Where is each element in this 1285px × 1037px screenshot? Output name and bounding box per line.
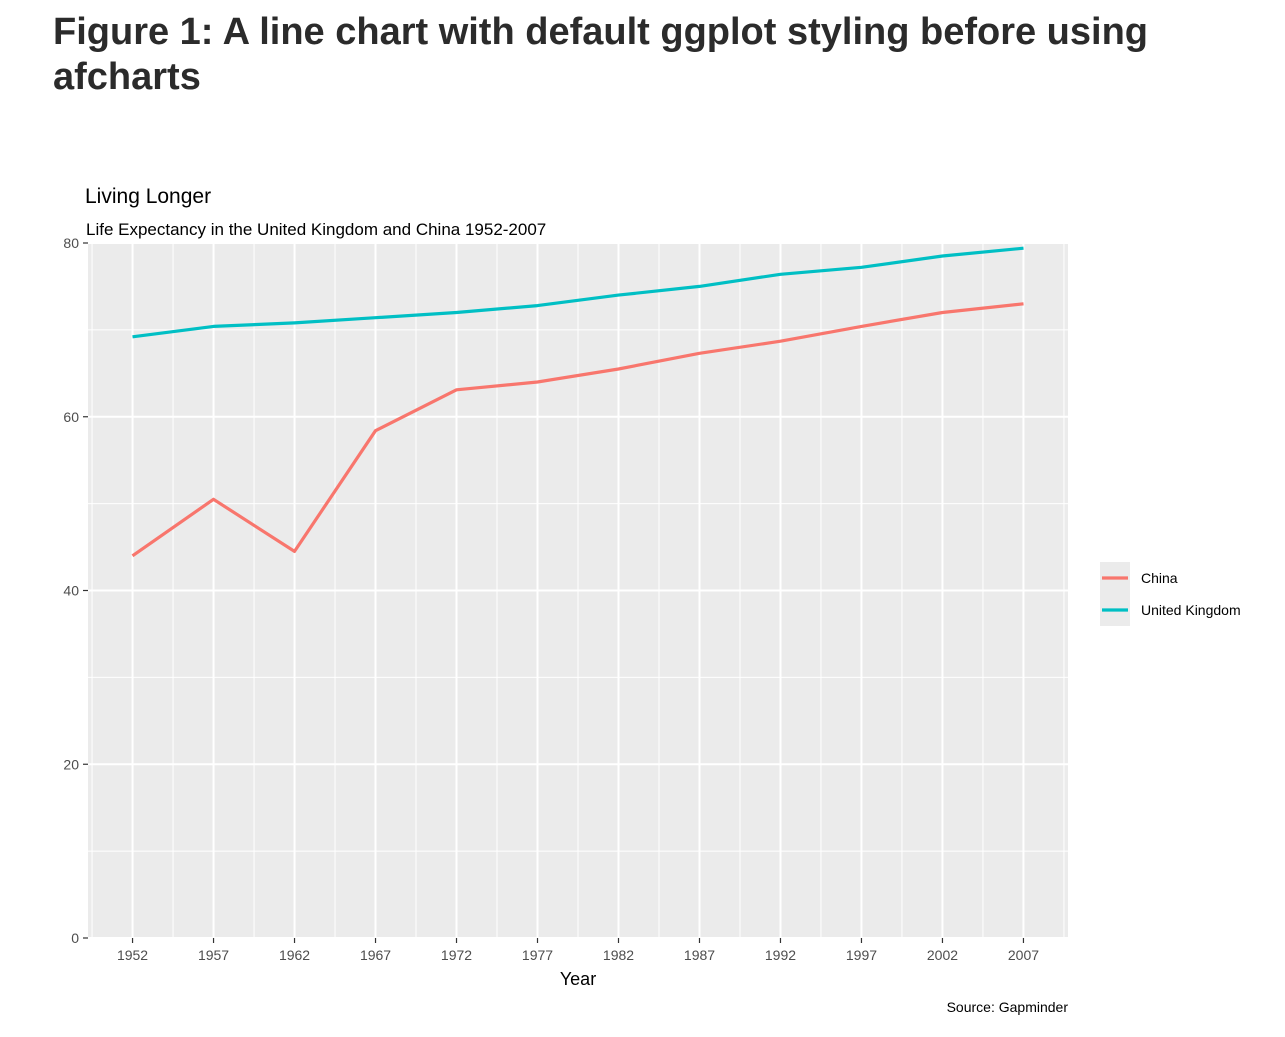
figure-caption: Figure 1: A line chart with default ggpl…: [53, 11, 1149, 98]
y-tick-label: 80: [63, 235, 79, 251]
y-tick-label: 60: [63, 409, 79, 425]
series-lines: [131, 246, 1024, 558]
y-tick-label: 20: [63, 756, 79, 772]
chart-title: Living Longer: [85, 185, 211, 208]
legend: China United Kingdom: [1100, 562, 1241, 626]
y-tick-label: 40: [63, 583, 79, 599]
chart-source-caption: Source: Gapminder: [947, 999, 1069, 1015]
x-axis: 1952 1957 1962 1967 1972 1977 1982 1987 1992 1997…: [117, 938, 1039, 963]
x-tick-label: 1967: [360, 947, 391, 963]
x-tick-label: 1987: [684, 947, 715, 963]
major-gridlines: [88, 242, 1068, 939]
x-tick-label: 1952: [117, 947, 148, 963]
x-tick-label: 1997: [846, 947, 877, 963]
x-tick-label: 2007: [1008, 947, 1039, 963]
x-tick-label: 1992: [765, 947, 796, 963]
series-line-united-kingdom: [132, 246, 1024, 339]
x-tick-label: 1972: [441, 947, 472, 963]
x-tick-label: 1962: [279, 947, 310, 963]
y-axis: 0 20 40 60 80: [63, 235, 88, 946]
x-tick-label: 2002: [927, 947, 958, 963]
x-axis-title: Year: [560, 969, 596, 989]
series-line-china: [131, 302, 1024, 558]
legend-label: China: [1141, 570, 1178, 586]
legend-label: United Kingdom: [1141, 602, 1241, 618]
chart-subtitle: Life Expectancy in the United Kingdom an…: [86, 220, 546, 239]
x-tick-label: 1982: [603, 947, 634, 963]
y-tick-label: 0: [71, 930, 79, 946]
x-tick-label: 1977: [522, 947, 553, 963]
x-tick-label: 1957: [198, 947, 229, 963]
